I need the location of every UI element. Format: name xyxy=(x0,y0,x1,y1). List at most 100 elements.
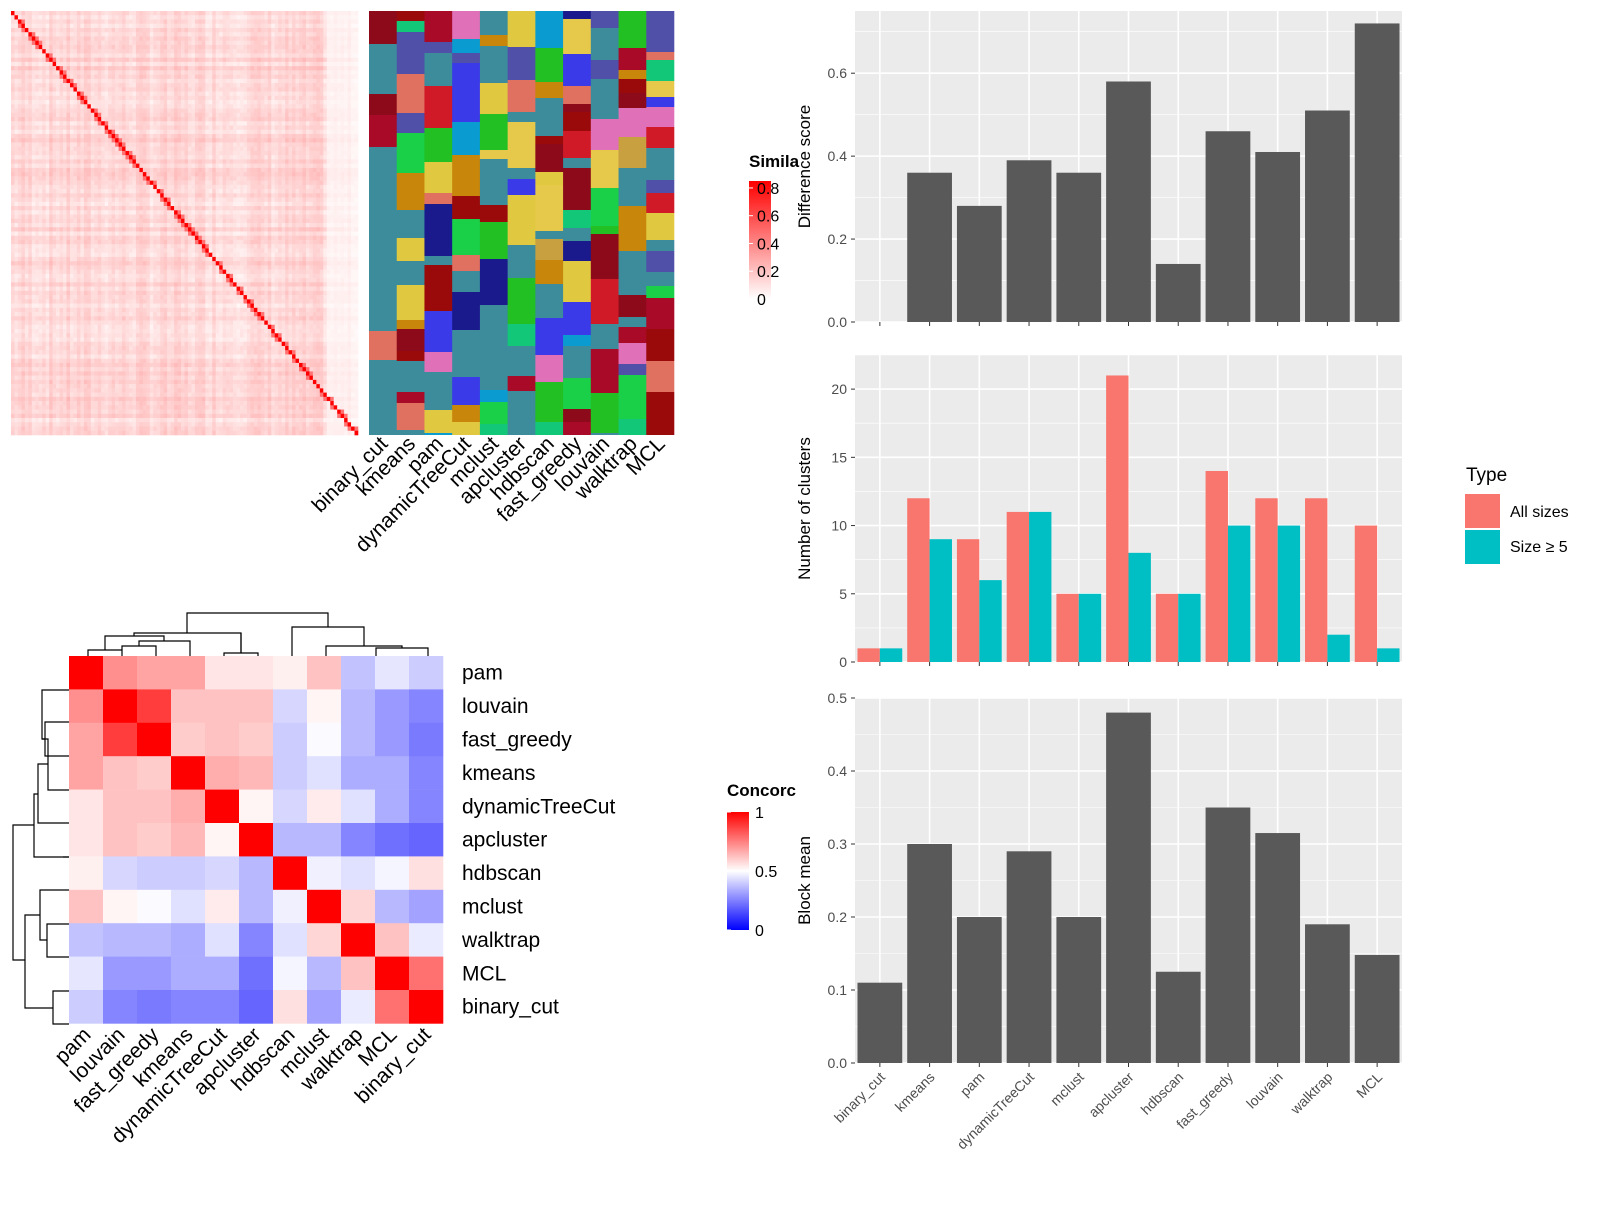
similarity-cell xyxy=(246,133,251,139)
similarity-cell xyxy=(208,146,213,152)
similarity-cell xyxy=(104,163,109,169)
similarity-cell xyxy=(205,74,210,80)
similarity-cell xyxy=(128,193,133,198)
similarity-cell xyxy=(271,201,276,207)
similarity-cell xyxy=(146,117,151,122)
similarity-cell xyxy=(333,61,338,67)
similarity-cell xyxy=(156,163,161,169)
similarity-cell xyxy=(181,11,185,16)
similarity-cell xyxy=(243,27,248,33)
similarity-cell xyxy=(316,61,321,67)
similarity-cell xyxy=(132,108,137,114)
similarity-cell xyxy=(246,66,251,71)
similarity-cell xyxy=(330,74,335,80)
similarity-cell xyxy=(31,193,36,198)
similarity-cell xyxy=(177,15,182,20)
similarity-cell xyxy=(94,133,99,139)
similarity-cell xyxy=(146,163,151,169)
similarity-cell xyxy=(264,167,269,173)
similarity-cell xyxy=(326,36,331,41)
similarity-cell xyxy=(118,133,123,139)
similarity-cell xyxy=(35,121,40,126)
similarity-cell xyxy=(240,108,244,114)
similarity-cell xyxy=(316,19,321,25)
similarity-cell xyxy=(292,129,296,135)
similarity-cell xyxy=(11,11,15,16)
similarity-cell xyxy=(299,27,303,33)
similarity-cell xyxy=(208,176,213,181)
similarity-cell xyxy=(347,61,352,67)
similarity-cell xyxy=(208,66,213,71)
similarity-cell xyxy=(229,83,234,88)
similarity-cell xyxy=(201,133,206,139)
similarity-cell xyxy=(90,49,95,54)
similarity-cell xyxy=(177,176,182,181)
similarity-cell xyxy=(87,27,92,33)
similarity-cell xyxy=(288,214,293,220)
similarity-cell xyxy=(309,66,314,71)
similarity-cell xyxy=(170,172,175,177)
similarity-cell xyxy=(104,112,109,118)
similarity-cell xyxy=(135,95,140,101)
similarity-cell xyxy=(28,150,33,156)
similarity-cell xyxy=(181,15,185,20)
similarity-cell xyxy=(201,155,206,160)
similarity-cell xyxy=(285,32,289,37)
similarity-cell xyxy=(21,53,26,58)
similarity-cell xyxy=(122,125,126,131)
similarity-cell xyxy=(11,197,15,203)
similarity-cell xyxy=(205,150,210,156)
similarity-cell xyxy=(69,61,74,67)
similarity-cell xyxy=(184,40,189,46)
similarity-cell xyxy=(198,15,203,20)
similarity-cell xyxy=(181,218,185,224)
similarity-cell xyxy=(14,91,19,97)
similarity-cell xyxy=(101,27,105,33)
similarity-cell xyxy=(38,108,43,114)
similarity-cell xyxy=(132,218,137,224)
similarity-cell xyxy=(281,15,286,20)
similarity-cell xyxy=(323,146,328,152)
similarity-cell xyxy=(52,133,57,139)
similarity-cell xyxy=(260,189,265,194)
similarity-cell xyxy=(222,172,227,177)
similarity-cell xyxy=(219,163,223,169)
similarity-cell xyxy=(101,163,105,169)
similarity-cell xyxy=(76,19,81,25)
similarity-cell xyxy=(156,36,161,41)
similarity-cell xyxy=(274,112,279,118)
similarity-cell xyxy=(101,83,105,88)
similarity-cell xyxy=(83,197,88,203)
similarity-cell xyxy=(264,74,269,80)
similarity-cell xyxy=(347,172,352,177)
similarity-cell xyxy=(243,83,248,88)
similarity-cell xyxy=(337,117,341,122)
similarity-cell xyxy=(257,23,262,29)
similarity-cell xyxy=(174,206,178,211)
similarity-cell xyxy=(97,36,102,41)
similarity-cell xyxy=(299,184,303,190)
similarity-cell xyxy=(35,11,40,16)
similarity-cell xyxy=(295,61,300,67)
similarity-cell xyxy=(278,66,282,71)
similarity-cell xyxy=(83,210,88,215)
similarity-cell xyxy=(153,201,158,207)
similarity-cell xyxy=(17,36,22,41)
similarity-cell xyxy=(187,61,192,67)
similarity-cell xyxy=(149,201,154,207)
similarity-cell xyxy=(267,142,272,147)
similarity-cell xyxy=(347,91,352,97)
similarity-cell xyxy=(115,83,119,88)
similarity-cell xyxy=(344,214,348,220)
similarity-cell xyxy=(191,40,196,46)
similarity-cell xyxy=(191,142,196,147)
similarity-cell xyxy=(340,163,345,169)
similarity-cell xyxy=(330,159,335,164)
similarity-cell xyxy=(250,40,255,46)
similarity-cell xyxy=(243,32,248,37)
similarity-cell xyxy=(101,197,105,203)
similarity-cell xyxy=(87,184,92,190)
similarity-cell xyxy=(205,108,210,114)
similarity-cell xyxy=(90,206,95,211)
similarity-cell xyxy=(45,83,50,88)
